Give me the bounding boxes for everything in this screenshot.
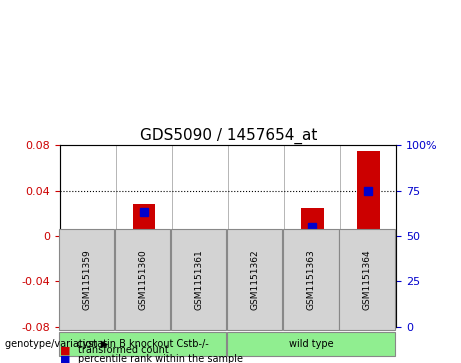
Bar xyxy=(133,204,155,236)
Text: ■: ■ xyxy=(60,354,71,363)
Title: GDS5090 / 1457654_at: GDS5090 / 1457654_at xyxy=(140,128,317,144)
Text: transformed count: transformed count xyxy=(78,345,169,355)
Bar xyxy=(245,236,267,293)
Text: GSM1151361: GSM1151361 xyxy=(194,249,203,310)
Text: GSM1151364: GSM1151364 xyxy=(362,249,372,310)
Bar xyxy=(77,236,99,264)
Text: percentile rank within the sample: percentile rank within the sample xyxy=(78,354,243,363)
Text: GSM1151363: GSM1151363 xyxy=(307,249,315,310)
Bar xyxy=(357,151,379,236)
Text: GSM1151362: GSM1151362 xyxy=(250,249,260,310)
Text: GSM1151359: GSM1151359 xyxy=(82,249,91,310)
Text: cystatin B knockout Cstb-/-: cystatin B knockout Cstb-/- xyxy=(77,339,208,349)
Text: wild type: wild type xyxy=(289,339,333,349)
Bar xyxy=(301,208,324,236)
Text: GSM1151360: GSM1151360 xyxy=(138,249,147,310)
Text: ■: ■ xyxy=(60,345,71,355)
Text: genotype/variation ▶: genotype/variation ▶ xyxy=(5,339,108,349)
Bar xyxy=(189,236,211,321)
